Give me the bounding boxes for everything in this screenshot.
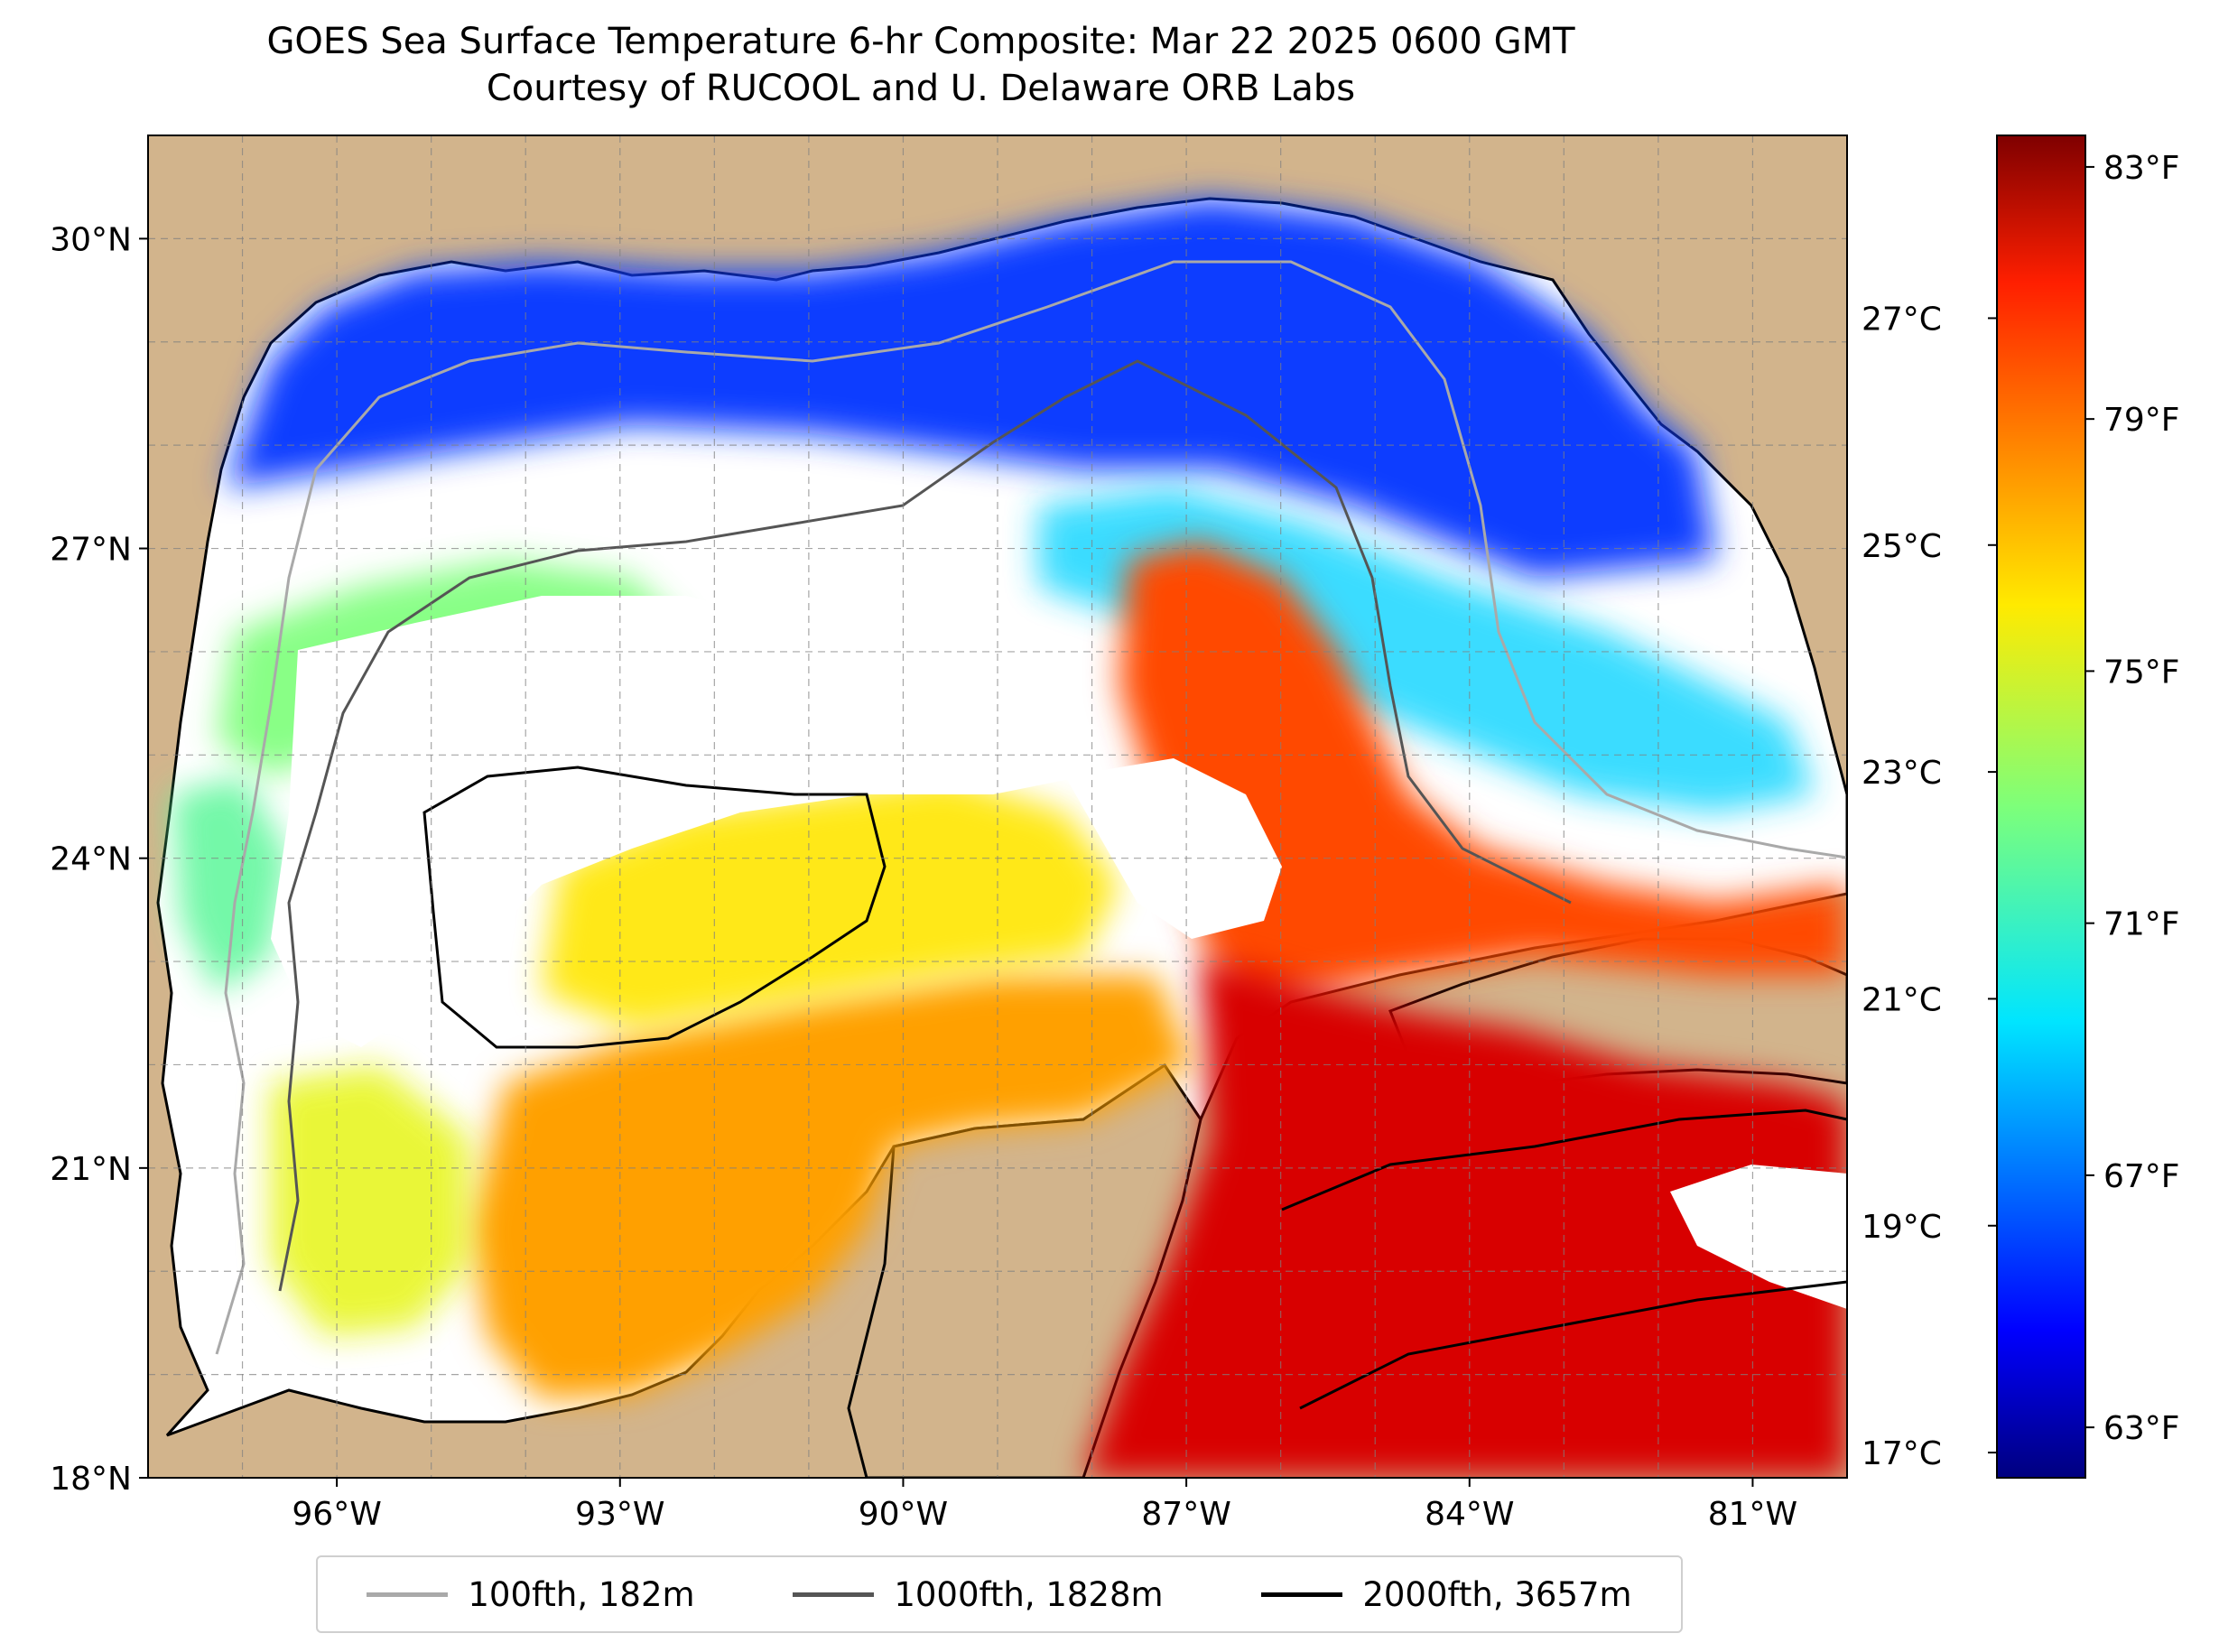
legend-item-2000fth: 2000fth, 3657m [1261, 1574, 1632, 1614]
cold-shelf-water [226, 199, 1715, 578]
legend-label-1000fth: 1000fth, 1828m [894, 1574, 1164, 1614]
lat-axis: 18°N 21°N 24°N 27°N 30°N [50, 221, 148, 1498]
legend-swatch-100fth [367, 1592, 449, 1597]
legend-label-100fth: 100fth, 182m [468, 1574, 695, 1614]
legend-item-100fth: 100fth, 182m [367, 1574, 695, 1614]
yellow-central [542, 776, 1119, 1029]
legend-swatch-2000fth [1261, 1592, 1343, 1597]
colorbar-c-label: 17°C [1862, 1435, 1942, 1472]
legend-label-2000fth: 2000fth, 3657m [1362, 1574, 1632, 1614]
lat-tick-label: 18°N [50, 1461, 132, 1498]
lon-tick-label: 87°W [1141, 1496, 1230, 1533]
colorbar-f-label: 79°F [2103, 402, 2180, 439]
legend-swatch-1000fth [793, 1592, 875, 1597]
colorbar-celsius-axis: 17°C 19°C 21°C 23°C 25°C 27°C [1862, 301, 1997, 1472]
gridlines [148, 135, 1847, 1478]
chart-title: GOES Sea Surface Temperature 6-hr Compos… [266, 21, 1575, 62]
colorbar-c-label: 23°C [1862, 755, 1942, 792]
contour-2000fth-caribbean [1281, 1109, 1847, 1410]
legend-item-1000fth: 1000fth, 1828m [793, 1574, 1164, 1614]
green-west [172, 776, 289, 993]
contour-1000fth [278, 359, 1572, 1292]
cloud-mask [271, 596, 1083, 1047]
lon-axis: 96°W 93°W 90°W 87°W 84°W 81°W [292, 1478, 1797, 1533]
colorbar-c-label: 19°C [1862, 1209, 1942, 1246]
lon-tick-label: 81°W [1708, 1496, 1797, 1533]
contour-100fth [215, 260, 1847, 1355]
chart-subtitle: Courtesy of RUCOOL and U. Delaware ORB L… [486, 68, 1356, 109]
colorbar-c-label: 27°C [1862, 301, 1942, 338]
colorbar [1996, 135, 2086, 1479]
colorbar-c-label: 25°C [1862, 528, 1942, 565]
lon-tick-label: 96°W [292, 1496, 381, 1533]
colorbar-f-label: 75°F [2103, 654, 2180, 691]
legend: 100fth, 182m 1000fth, 1828m 2000fth, 365… [316, 1555, 1683, 1633]
colorbar-f-label: 67°F [2103, 1158, 2180, 1195]
campeche-warm [469, 975, 1192, 1399]
lat-tick-label: 21°N [50, 1151, 132, 1188]
lon-tick-label: 93°W [575, 1496, 664, 1533]
cloud-mask-2 [1065, 758, 1282, 939]
colorbar-f-label: 83°F [2103, 150, 2180, 187]
lon-tick-label: 84°W [1425, 1496, 1514, 1533]
lat-tick-label: 27°N [50, 532, 132, 569]
colorbar-f-label: 71°F [2103, 906, 2180, 943]
lon-tick-label: 90°W [859, 1496, 948, 1533]
lat-tick-label: 30°N [50, 221, 132, 258]
map-frame [147, 135, 1848, 1479]
colorbar-f-label: 63°F [2103, 1410, 2180, 1447]
colorbar-c-label: 21°C [1862, 981, 1942, 1018]
lat-tick-label: 24°N [50, 841, 132, 878]
colorbar-fahrenheit-axis: 63°F 67°F 71°F 75°F 79°F 83°F [2085, 150, 2180, 1447]
caribbean-warm [1083, 957, 1847, 1478]
contour-2000fth [422, 766, 887, 1049]
yellow-west [271, 1065, 469, 1336]
loop-current [1119, 542, 1847, 1011]
cloud-mask-3 [1670, 1165, 1847, 1309]
